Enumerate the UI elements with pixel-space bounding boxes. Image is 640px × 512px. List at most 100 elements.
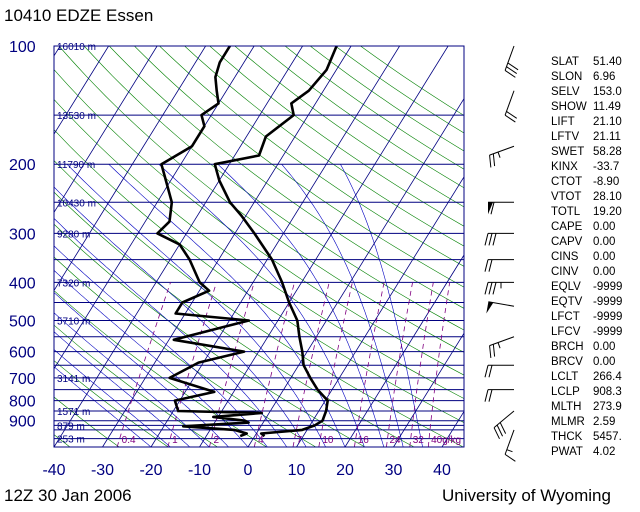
dry-adiabat-line xyxy=(284,46,464,170)
dry-adiabat-line xyxy=(209,46,464,227)
index-name: LCLT xyxy=(551,371,579,383)
height-label: 9280 m xyxy=(57,229,90,240)
stability-indices-table: SLAT 51.40 SLON 6.96 SELV 153.0 SHOW 11.49 LIFT 2… xyxy=(551,55,637,460)
index-value: -9999 xyxy=(593,311,623,323)
wind-barb-staff xyxy=(504,90,515,116)
index-name: VTOT xyxy=(551,191,582,203)
index-value: -9999 xyxy=(593,281,623,293)
wind-barb xyxy=(493,410,515,440)
wind-barb xyxy=(484,364,514,378)
chart-title: 10410 EDZE Essen xyxy=(4,6,154,25)
wind-barb-full xyxy=(489,345,492,358)
index-name: CINS xyxy=(551,251,579,263)
index-row: MLTH 273.9 xyxy=(551,400,637,415)
dry-adiabat-line xyxy=(108,46,464,309)
index-value: 21.10 xyxy=(593,116,622,128)
wind-barb xyxy=(488,201,514,215)
observation-time: 12Z 30 Jan 2006 xyxy=(4,486,132,505)
index-value: 908.3 xyxy=(593,386,622,398)
index-row: CINS 0.00 xyxy=(551,250,637,265)
mixing-ratio-line xyxy=(409,282,434,447)
index-value: -9999 xyxy=(593,326,623,338)
dry-adiabat-line xyxy=(54,69,464,376)
wind-barb-full xyxy=(504,70,516,78)
wind-barb xyxy=(489,145,515,168)
mixing-ratio-line xyxy=(253,282,295,447)
index-row: THCK 5457. xyxy=(551,430,637,445)
wind-barb xyxy=(486,301,515,314)
index-value: 4.02 xyxy=(593,446,616,458)
index-value: 2.59 xyxy=(593,416,616,428)
wind-barb-full xyxy=(484,389,489,402)
wind-barb-full xyxy=(492,153,496,167)
dewpoint-profile-line xyxy=(156,46,264,438)
wind-barb-staff xyxy=(489,145,515,156)
index-name: LIFT xyxy=(551,116,575,128)
index-row: LIFT 21.10 xyxy=(551,115,637,130)
mixing-ratio-label: 32 xyxy=(413,435,425,446)
pressure-tick-label: 300 xyxy=(9,226,36,243)
wind-barb xyxy=(484,232,514,246)
index-row: EQLV -9999 xyxy=(551,280,637,295)
index-name: TOTL xyxy=(551,206,581,218)
mixing-ratio-label: 4 xyxy=(258,435,264,446)
temperature-tick-label: 20 xyxy=(336,462,354,479)
isotherm-line xyxy=(54,46,303,447)
temperature-profile-line xyxy=(213,46,338,438)
index-name: CTOT xyxy=(551,176,583,188)
height-label: 1571 m xyxy=(57,407,90,418)
index-name: MLTH xyxy=(551,401,582,413)
wind-barb-full xyxy=(492,344,496,357)
dry-adiabat-line xyxy=(54,191,415,447)
index-row: CINV 0.00 xyxy=(551,265,637,280)
mixing-ratio-label: 40g/kg xyxy=(431,435,461,446)
wind-barb-full xyxy=(484,282,489,295)
wind-barb-full xyxy=(496,424,504,437)
dry-adiabat-line xyxy=(234,46,464,208)
pressure-tick-label: 800 xyxy=(9,394,36,411)
height-label: 3141 m xyxy=(57,374,90,385)
index-name: CAPE xyxy=(551,221,583,233)
index-row: CAPV 0.00 xyxy=(551,235,637,250)
moist-adiabat-line xyxy=(158,163,365,447)
wind-barb xyxy=(504,45,519,78)
wind-barb-staff xyxy=(488,301,515,307)
dry-adiabat-line xyxy=(54,324,218,447)
index-name: LFTV xyxy=(551,131,580,143)
moist-adiabat-line xyxy=(281,164,404,447)
index-value: 0.00 xyxy=(593,236,616,248)
index-name: CINV xyxy=(551,266,579,278)
temperature-tick-label: 10 xyxy=(288,462,306,479)
mixing-ratio-label: 24 xyxy=(390,435,402,446)
index-value: 266.4 xyxy=(593,371,622,383)
index-row: LFTV 21.11 xyxy=(551,130,637,145)
index-row: PWAT 4.02 xyxy=(551,445,637,460)
index-row: KINX -33.7 xyxy=(551,160,637,175)
moist-adiabat-line xyxy=(54,366,152,447)
mixing-ratio-line xyxy=(354,282,385,447)
plot-frame xyxy=(53,45,465,448)
moist-adiabat-line xyxy=(54,245,268,447)
wind-barb-half xyxy=(506,449,513,453)
wind-barb-full xyxy=(499,422,507,434)
height-label: 7320 m xyxy=(57,278,90,289)
index-value: 28.10 xyxy=(593,191,622,203)
mixing-ratio-label: 7 xyxy=(297,435,303,446)
wind-barb xyxy=(504,90,518,123)
index-value: 153.0 xyxy=(593,86,622,98)
height-label: 16010 m xyxy=(57,42,96,53)
dry-adiabat-line xyxy=(54,223,366,447)
pressure-tick-label: 400 xyxy=(9,275,36,292)
pressure-tick-label: 200 xyxy=(9,157,36,174)
wind-barb-full xyxy=(489,155,492,168)
wind-barb-full xyxy=(506,111,518,119)
index-name: KINX xyxy=(551,161,578,173)
index-value: -8.90 xyxy=(593,176,620,188)
index-value: 19.20 xyxy=(593,206,622,218)
moist-adiabat-line xyxy=(54,349,171,447)
moist-adiabat-line xyxy=(108,163,346,447)
moist-adiabat-line xyxy=(54,186,307,447)
index-name: LCLP xyxy=(551,386,580,398)
plot-area xyxy=(54,46,464,447)
